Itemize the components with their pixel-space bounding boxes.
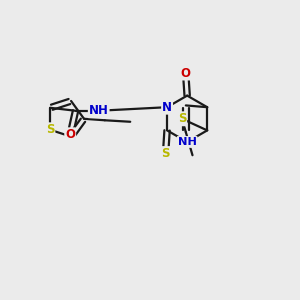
Text: N: N [162,101,172,114]
Text: NH: NH [89,104,109,117]
Text: S: S [178,112,186,125]
Text: S: S [161,147,170,160]
Text: NH: NH [178,137,196,147]
Text: O: O [181,67,191,80]
Text: S: S [46,123,54,136]
Text: O: O [65,128,75,141]
